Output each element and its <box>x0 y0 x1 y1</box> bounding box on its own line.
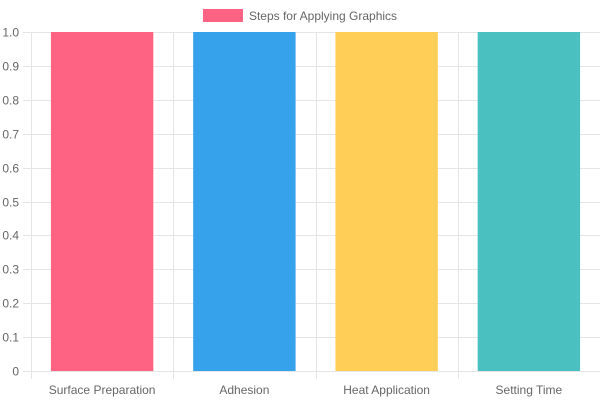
bar <box>50 32 154 371</box>
bar <box>477 32 581 371</box>
y-tick-label: 0.3 <box>2 263 19 277</box>
x-tick-label: Setting Time <box>496 383 563 397</box>
y-tick-label: 1.0 <box>2 26 19 40</box>
y-tick-label: 0.6 <box>2 162 19 176</box>
legend[interactable]: Steps for Applying Graphics <box>202 9 397 23</box>
y-tick-label: 0.8 <box>2 94 19 108</box>
axes: 0 0.1 0.2 0.3 0.4 0.5 0.6 0.7 0.8 0.9 1.0 Surface P… <box>2 26 562 398</box>
x-tick-label: Heat Application <box>343 383 430 397</box>
y-tick-label: 0 <box>12 365 19 379</box>
y-tick-label: 0.5 <box>2 196 19 210</box>
y-tick-label: 0.9 <box>2 60 19 74</box>
y-tick-label: 0.7 <box>2 128 19 142</box>
bar <box>335 32 438 371</box>
y-tick-label: 0.2 <box>2 297 19 311</box>
x-tick-label: Adhesion <box>219 383 269 397</box>
legend-swatch[interactable] <box>202 9 243 22</box>
y-tick-label: 0.4 <box>2 229 19 243</box>
legend-label[interactable]: Steps for Applying Graphics <box>249 9 397 23</box>
bar <box>193 32 296 371</box>
bars <box>50 32 581 371</box>
y-tick-label: 0.1 <box>2 331 19 345</box>
x-tick-label: Surface Preparation <box>49 383 156 397</box>
